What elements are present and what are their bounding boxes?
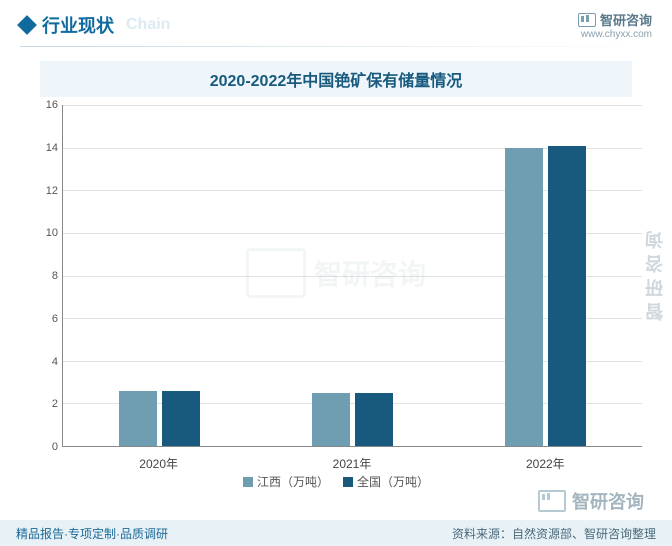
watermark-center: 智研咨询: [246, 248, 426, 298]
y-tick-label: 4: [52, 356, 58, 368]
legend-item: 全国（万吨）: [343, 473, 429, 490]
header-brand: 智研咨询 www.chyxx.com: [578, 10, 652, 40]
legend-label: 全国（万吨）: [357, 473, 429, 490]
brand-url: www.chyxx.com: [578, 29, 652, 40]
header: 行业现状 Chain 智研咨询 www.chyxx.com: [0, 0, 672, 44]
bar: [162, 391, 200, 446]
x-tick-label: 2020年: [139, 455, 178, 472]
brand-name-wm: 智研咨询: [572, 488, 644, 514]
watermark-brand: 智研咨询: [538, 488, 644, 514]
bar: [505, 148, 543, 446]
x-tick-label: 2021年: [333, 455, 372, 472]
bar: [355, 393, 393, 446]
legend-swatch: [343, 477, 353, 487]
y-axis: 0246810121416: [36, 101, 60, 447]
x-tick-label: 2022年: [526, 455, 565, 472]
legend-item: 江西（万吨）: [243, 473, 329, 490]
header-subtitle: Chain: [126, 16, 170, 34]
brand-chart-icon: [538, 490, 566, 512]
brand-name: 智研咨询: [600, 10, 652, 29]
header-left: 行业现状 Chain: [20, 12, 170, 38]
y-tick-label: 8: [52, 270, 58, 282]
brand-chart-icon: [578, 13, 596, 27]
footer-left: 精品报告·专项定制·品质调研: [16, 525, 168, 542]
y-tick-label: 10: [46, 227, 58, 239]
y-tick-label: 12: [46, 185, 58, 197]
watermark-side: 智研咨询: [642, 225, 668, 321]
footer-right: 资料来源：自然资源部、智研咨询整理: [452, 525, 656, 542]
footer: 精品报告·专项定制·品质调研 资料来源：自然资源部、智研咨询整理: [0, 520, 672, 546]
x-axis: 2020年 2021年 2022年: [62, 451, 642, 471]
chart-title-wrap: 2020-2022年中国铯矿保有储量情况: [40, 61, 632, 97]
y-tick-label: 14: [46, 142, 58, 154]
bar: [548, 146, 586, 447]
chart-title: 2020-2022年中国铯矿保有储量情况: [210, 73, 463, 90]
gridline: [63, 105, 642, 106]
legend-label: 江西（万吨）: [257, 473, 329, 490]
y-tick-label: 16: [46, 99, 58, 111]
y-tick-label: 2: [52, 398, 58, 410]
bar: [312, 393, 350, 446]
y-tick-label: 0: [52, 441, 58, 453]
header-title: 行业现状: [42, 12, 114, 38]
diamond-icon: [17, 15, 37, 35]
header-divider: [20, 46, 652, 47]
y-tick-label: 6: [52, 313, 58, 325]
legend-swatch: [243, 477, 253, 487]
bar: [119, 391, 157, 446]
